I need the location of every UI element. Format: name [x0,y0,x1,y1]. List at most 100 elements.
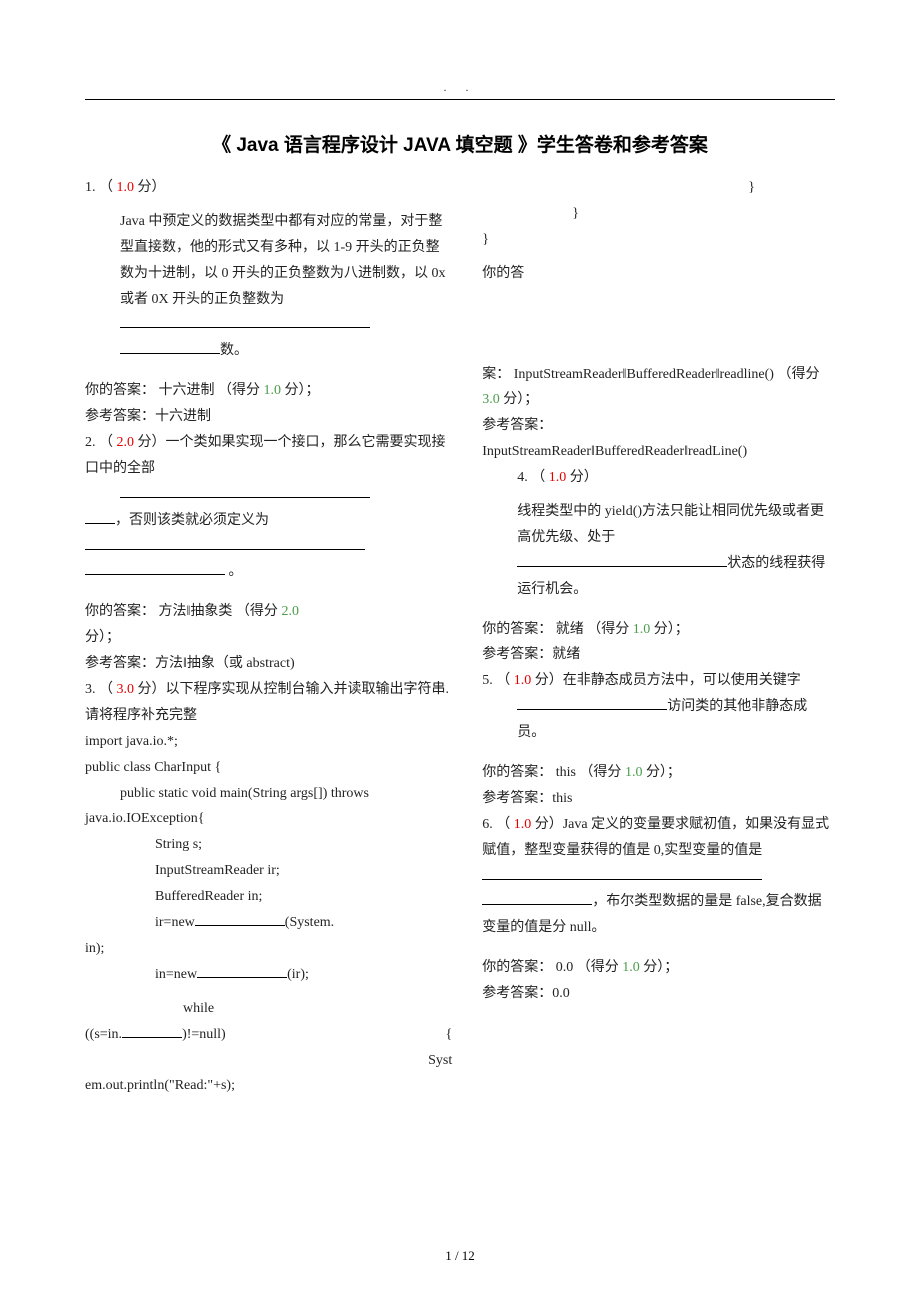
q3-c8b: (System. [285,915,334,930]
q5-pts: 1.0 [514,673,532,688]
q6-tail: ，布尔类型数据的量是 false,复合数据变量的值是分 null。 [482,889,835,941]
r7: InputStreamReader‖BufferedReader‖readLin… [482,439,835,465]
q2-pts-open: （ [96,435,117,450]
q5-header: 5. （ 1.0 分）在非静态成员方法中，可以使用关键字 [482,668,835,694]
q2-pts: 2.0 [117,435,135,450]
q2-ans-tail: 分）； [85,625,452,651]
r4: 你的答 [482,261,835,287]
q2-blank2 [85,534,452,560]
q1-blank-line1 [85,312,452,338]
q6-pts: 1.0 [514,817,532,832]
q3-c1: import java.io.*; [85,729,452,755]
q5-ref: 参考答案：this [482,786,835,812]
q3-header: 3. （ 3.0 分）以下程序实现从控制台输入并读取输出字符串.请将程序补充完整 [85,677,452,729]
q3-c12c: { [445,1022,452,1048]
q2-mid-text: ，否则该类就必须定义为 [115,513,269,528]
header-dots: . . [85,80,835,95]
q6-pts-close: 分）Java 定义的变量要求赋初值，如果没有显式赋值，整型变量获得的值是 0,实… [482,817,829,858]
q3-c10a: in=new [155,967,197,982]
q5-pts-open: （ [493,673,514,688]
column-right: } } } 你的答 案： InputStreamReader‖BufferedR… [482,175,835,1099]
q6-blank1 [482,864,835,890]
q5-ans-tail: 分）； [642,765,681,780]
spacer [482,287,835,362]
q1-your-ans: 你的答案： 十六进制 （得分 1.0 分）； [85,378,452,404]
q4-body: 线程类型中的 yield()方法只能让相同优先级或者更高优先级、处于 [482,499,835,551]
q4-ans-tail: 分）； [650,622,689,637]
q3-c12b: )!=null) [182,1027,226,1042]
q5-num: 5. [482,673,493,688]
q1-blank-tail: 数。 [85,338,452,364]
q1-blank-tail-text: 数。 [220,343,248,358]
q6-num: 6. [482,817,493,832]
q3-c2: public class CharInput { [85,755,452,781]
q4-pts-close: 分） [566,470,598,485]
q5-your-ans: 你的答案： this （得分 1.0 分）； [482,760,835,786]
q5-pts-close: 分）在非静态成员方法中，可以使用关键字 [531,673,801,688]
q2-mid: ，否则该类就必须定义为 [85,508,452,534]
q3-pts: 3.0 [117,682,135,697]
q1-ref: 参考答案：十六进制 [85,404,452,430]
q5-blank: 访问类的其他非静态成员。 [482,694,835,746]
q2-header: 2. （ 2.0 分）一个类如果实现一个接口，那么它需要实现接口中的全部 [85,430,452,482]
q4-blank: 状态的线程获得运行机会。 [482,551,835,603]
q2-end-text: 。 [225,564,243,579]
q3-pts-close: 分）以下程序实现从控制台输入并读取输出字符串.请将程序补充完整 [85,682,449,723]
q3-c10b: (ir); [287,967,309,982]
q5-ans-score: 1.0 [625,765,643,780]
q3-c9: in); [85,936,452,962]
q4-your-ans: 你的答案： 就绪 （得分 1.0 分）； [482,617,835,643]
q3-c13: Syst [85,1048,452,1074]
q2-ref: 参考答案：方法‖抽象（或 abstract) [85,651,452,677]
q3-c10: in=new (ir); [85,962,452,988]
q2-end: 。 [85,559,452,585]
q3-c12: ((s=in. )!=null) { [85,1022,452,1048]
q3-c8: ir=new (System. [85,910,452,936]
r5-tail: 分）； [500,392,539,407]
document-title: 《 Java 语言程序设计 JAVA 填空题 》学生答卷和参考答案 [85,130,835,157]
r6: 参考答案： [482,413,835,439]
q1-pts-close: 分） [134,180,166,195]
q2-pts-close: 分）一个类如果实现一个接口，那么它需要实现接口中的全部 [85,435,446,476]
q3-c12a: ((s=in. [85,1027,122,1042]
q6-ans-tail: 分）； [640,960,679,975]
q2-ans-label: 你的答案： 方法‖抽象类 （得分 [85,604,281,619]
q1-ans-tail: 分）； [281,383,320,398]
content-columns: 1. （ 1.0 分） Java 中预定义的数据类型中都有对应的常量，对于整型直… [85,175,835,1099]
q6-pts-open: （ [493,817,514,832]
r2: } [482,201,835,227]
q4-pts: 1.0 [549,470,567,485]
q3-c5: String s; [85,832,452,858]
q1-body: Java 中预定义的数据类型中都有对应的常量，对于整型直接数，他的形式又有多种，… [85,209,452,313]
q3-c7: BufferedReader in; [85,884,452,910]
q3-pts-open: （ [96,682,117,697]
q1-num: 1. [85,180,96,195]
q4-ans-score: 1.0 [633,622,651,637]
q6-header: 6. （ 1.0 分）Java 定义的变量要求赋初值，如果没有显式赋值，整型变量… [482,812,835,864]
q1-header: 1. （ 1.0 分） [85,175,452,201]
q6-ans-score: 1.0 [622,960,640,975]
q3-c6: InputStreamReader ir; [85,858,452,884]
q3-c14: em.out.println("Read:"+s); [85,1073,452,1099]
q3-c4: java.io.IOException{ [85,806,452,832]
page-number: 1 / 12 [0,1248,920,1264]
q4-ref: 参考答案：就绪 [482,642,835,668]
r1: } [482,175,835,201]
q1-pts: 1.0 [117,180,135,195]
q2-num: 2. [85,435,96,450]
q3-c3: public static void main(String args[]) t… [85,781,452,807]
q1-pts-open: （ [99,180,117,195]
q1-ans-score: 1.0 [264,383,282,398]
q6-ref: 参考答案：0.0 [482,981,835,1007]
document-page: . . 《 Java 语言程序设计 JAVA 填空题 》学生答卷和参考答案 1.… [0,0,920,1302]
q6-your-ans: 你的答案： 0.0 （得分 1.0 分）； [482,955,835,981]
q4-num: 4. [517,470,528,485]
q2-ans-score: 2.0 [281,604,299,619]
r5: 案： InputStreamReader‖BufferedReader‖read… [482,362,835,414]
q1-ans-label: 你的答案： 十六进制 （得分 [85,383,264,398]
r5-text: 案： InputStreamReader‖BufferedReader‖read… [482,367,819,382]
q5-ans-label: 你的答案： this （得分 [482,765,625,780]
q3-c8a: ir=new [155,915,195,930]
q6-ans-label: 你的答案： 0.0 （得分 [482,960,622,975]
r3: } [482,227,835,253]
